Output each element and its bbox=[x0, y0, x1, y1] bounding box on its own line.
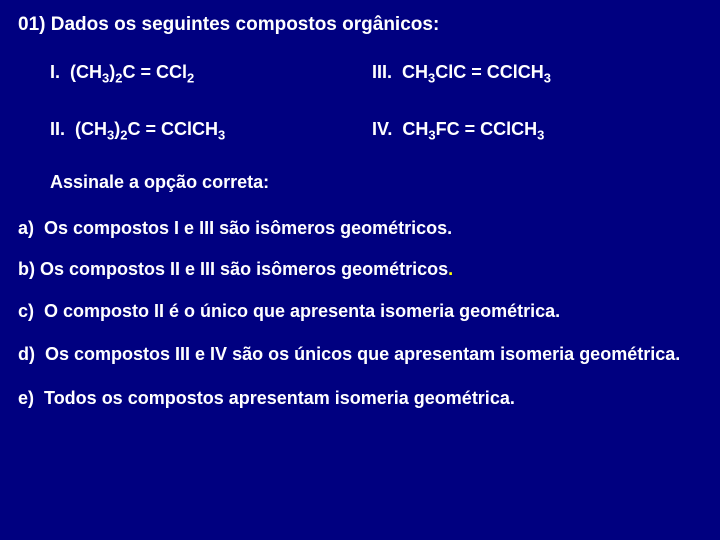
formula-part: CH bbox=[402, 62, 428, 82]
formula-part: FC = CClCH bbox=[436, 119, 538, 139]
compound-iv: IV. CH3FC = CClCH3 bbox=[372, 119, 712, 140]
option-text: Todos os compostos apresentam isomeria g… bbox=[44, 388, 515, 408]
option-b: b) Os compostos II e III são isômeros ge… bbox=[18, 258, 702, 281]
highlight-dot: . bbox=[448, 259, 453, 279]
subscript: 3 bbox=[544, 71, 551, 86]
compound-ii: II. (CH3)2C = CClCH3 bbox=[50, 119, 350, 140]
subscript: 3 bbox=[537, 128, 544, 143]
formula-part: C = CClCH bbox=[127, 119, 218, 139]
option-text: Os compostos III e IV são os únicos que … bbox=[45, 344, 680, 364]
options-list: a) Os compostos I e III são isômeros geo… bbox=[18, 217, 702, 410]
option-key: a) bbox=[18, 218, 34, 238]
compound-label: III. bbox=[372, 62, 392, 82]
formula-part: CH bbox=[402, 119, 428, 139]
compound-label: I. bbox=[50, 62, 60, 82]
subscript: 2 bbox=[187, 71, 194, 86]
option-key: b) bbox=[18, 259, 35, 279]
formula-part: C = CCl bbox=[122, 62, 187, 82]
formula-part: (CH bbox=[75, 119, 107, 139]
question-header: 01) Dados os seguintes compostos orgânic… bbox=[18, 14, 702, 36]
option-d: d) Os compostos III e IV são os únicos q… bbox=[18, 343, 702, 366]
subscript: 3 bbox=[218, 128, 225, 143]
compound-label: IV. bbox=[372, 119, 392, 139]
question-prompt: Dados os seguintes compostos orgânicos: bbox=[51, 14, 440, 35]
question-number: 01) bbox=[18, 14, 45, 35]
instruction: Assinale a opção correta: bbox=[50, 172, 702, 193]
compounds-grid: I. (CH3)2C = CCl2 III. CH3ClC = CClCH3 I… bbox=[50, 62, 702, 140]
option-key: c) bbox=[18, 301, 34, 321]
option-key: d) bbox=[18, 344, 35, 364]
compound-i: I. (CH3)2C = CCl2 bbox=[50, 62, 350, 83]
option-e: e) Todos os compostos apresentam isomeri… bbox=[18, 387, 702, 410]
formula-part: (CH bbox=[70, 62, 102, 82]
option-c: c) O composto II é o único que apresenta… bbox=[18, 300, 702, 323]
option-key: e) bbox=[18, 388, 34, 408]
compound-iii: III. CH3ClC = CClCH3 bbox=[372, 62, 712, 83]
option-text: O composto II é o único que apresenta is… bbox=[44, 301, 560, 321]
subscript: 3 bbox=[428, 128, 435, 143]
formula-part: ClC = CClCH bbox=[435, 62, 544, 82]
option-a: a) Os compostos I e III são isômeros geo… bbox=[18, 217, 702, 240]
slide: 01) Dados os seguintes compostos orgânic… bbox=[0, 0, 720, 540]
option-text: Os compostos II e III são isômeros geomé… bbox=[40, 259, 448, 279]
compound-label: II. bbox=[50, 119, 65, 139]
option-text: Os compostos I e III são isômeros geomét… bbox=[44, 218, 452, 238]
